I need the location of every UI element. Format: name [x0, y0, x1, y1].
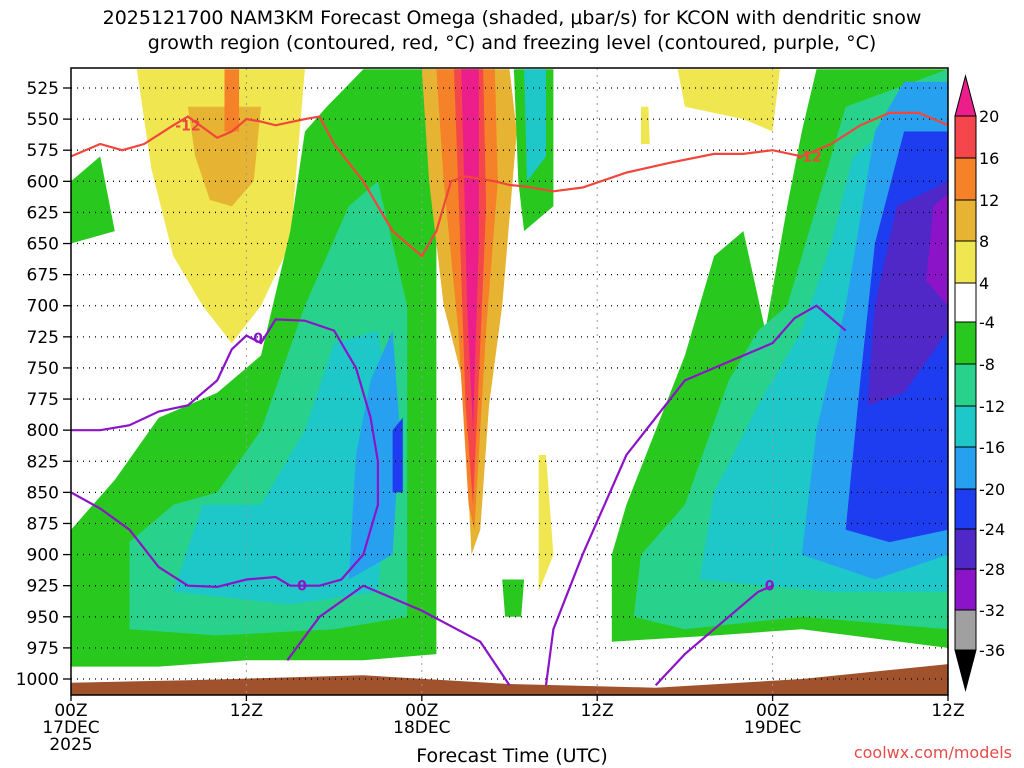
omega-region-negative-day2-max: [926, 193, 948, 306]
grid-lines: [71, 68, 948, 695]
colorbar-label-12: -32: [979, 601, 1005, 620]
y-tick-label-800: 800: [27, 421, 59, 441]
y-tick-label-1000: 1000: [16, 670, 59, 690]
x-tick-label-60-1: 12Z: [931, 701, 964, 721]
plot-border: [70, 67, 949, 696]
omega-region-positive-low-small: [538, 455, 554, 592]
x-tick-label-12-1: 12Z: [230, 701, 263, 721]
omega-region-negative-left-top: [71, 156, 115, 244]
x-tick-label-0-3: 2025: [49, 735, 92, 755]
omega-region-negative-low-small: [502, 579, 525, 617]
y-tick-label-600: 600: [27, 172, 59, 192]
omega-region-negative-day1-blue: [348, 330, 400, 580]
dgz-label-1: -12: [175, 118, 200, 134]
y-axis: 525 550 575 600 625 650 675 700 725 750 775 800 825 8…: [16, 79, 71, 690]
colorbar-label-13: -36: [979, 641, 1005, 660]
x-tick-label-36-1: 12Z: [581, 701, 614, 721]
credit-link[interactable]: coolwx.com/models: [853, 743, 1012, 762]
chart-title: 2025121700 NAM3KM Forecast Omega (shaded…: [0, 6, 1024, 56]
colorbar-label-0: 20: [979, 107, 999, 126]
y-tick-label-700: 700: [27, 297, 59, 317]
colorbar-segment-2: [954, 157, 977, 201]
colorbar-segment-5: [954, 282, 977, 323]
colorbar-segment-8: [954, 405, 977, 448]
y-tick-label-650: 650: [27, 235, 59, 255]
y-tick-label-750: 750: [27, 359, 59, 379]
y-tick-label-925: 925: [27, 577, 59, 597]
colorbar-segment-13: [954, 609, 977, 651]
colorbar-label-6: -8: [979, 355, 995, 374]
freezing-contour-0-day2-upper: [544, 304, 847, 686]
y-tick-label-575: 575: [27, 141, 59, 161]
colorbar-segment-9: [954, 446, 977, 490]
colorbar: 20 16 12 8 4 -4 -8 -12 -16 -20 -24 -28 -32 -36: [954, 74, 1005, 692]
omega-region-negative-day2-purple: [867, 181, 948, 406]
title-line-1: 2025121700 NAM3KM Forecast Omega (shaded…: [102, 7, 922, 29]
colorbar-label-7: -12: [979, 397, 1005, 416]
x-tick-label-48-1: 00Z: [756, 701, 789, 721]
dgz-contour-minus12: [70, 111, 949, 258]
y-tick-label-875: 875: [27, 514, 59, 534]
x-tick-label-0-2: 17DEC: [42, 718, 99, 738]
colorbar-top-arrow: [954, 74, 977, 117]
colorbar-label-5: -4: [979, 313, 995, 332]
omega-shaded-field: [71, 69, 948, 695]
omega-region-negative-column-cyan: [524, 69, 546, 182]
omega-region-negative-day1-deep: [392, 417, 403, 493]
x-tick-label-24-1: 00Z: [405, 701, 438, 721]
colorbar-label-9: -20: [979, 480, 1005, 499]
omega-region-positive-core-max: [461, 69, 479, 431]
y-tick-label-725: 725: [27, 328, 59, 348]
freezing-label-3: 0: [765, 579, 775, 595]
omega-region-positive-small: [641, 106, 650, 144]
freezing-label-2: 0: [297, 579, 307, 595]
colorbar-segment-7: [954, 363, 977, 407]
omega-region-positive-early-core: [187, 106, 261, 207]
x-tick-label-48-2: 19DEC: [744, 718, 801, 738]
y-tick-label-525: 525: [27, 79, 59, 99]
freezing-contour-0-lower: [286, 584, 511, 686]
colorbar-label-3: 8: [979, 232, 989, 251]
title-line-2: growth region (contoured, red, °C) and f…: [147, 32, 877, 54]
colorbar-label-8: -16: [979, 438, 1005, 457]
y-tick-label-950: 950: [27, 608, 59, 628]
y-tick-label-550: 550: [27, 110, 59, 130]
colorbar-segment-6: [954, 321, 977, 365]
terrain-ground: [71, 664, 948, 695]
y-tick-label-625: 625: [27, 203, 59, 223]
colorbar-label-1: 16: [979, 149, 999, 168]
colorbar-bottom-arrow: [954, 649, 977, 692]
colorbar-segment-1: [954, 115, 977, 159]
y-tick-label-900: 900: [27, 546, 59, 566]
colorbar-segment-4: [954, 240, 977, 284]
omega-region-positive-early: [136, 69, 305, 344]
omega-region-negative-day1-cyan: [173, 330, 393, 605]
colorbar-segment-12: [954, 568, 977, 611]
dgz-label-2: -12: [796, 149, 821, 165]
x-tick-label-0-1: 00Z: [54, 701, 87, 721]
colorbar-segment-11: [954, 528, 977, 570]
y-tick-label-675: 675: [27, 266, 59, 286]
plot-frame: [70, 67, 949, 696]
colorbar-segment-10: [954, 488, 977, 530]
y-tick-label-850: 850: [27, 483, 59, 503]
colorbar-label-11: -28: [979, 560, 1005, 579]
colorbar-label-10: -24: [979, 520, 1005, 539]
colorbar-label-4: 4: [979, 274, 989, 293]
y-tick-label-775: 775: [27, 390, 59, 410]
omega-region-positive-right-top: [677, 69, 780, 132]
freezing-label-1: 0: [253, 331, 263, 347]
contour-lines: -12 -12 0 0 0: [70, 111, 949, 686]
freezing-contour-0-day2: [654, 584, 774, 686]
x-tick-label-24-2: 18DEC: [393, 718, 450, 738]
colorbar-label-2: 12: [979, 191, 999, 210]
y-tick-label-975: 975: [27, 639, 59, 659]
colorbar-segment-3: [954, 199, 977, 242]
y-tick-label-825: 825: [27, 452, 59, 472]
x-axis-label: Forecast Time (UTC): [416, 745, 608, 767]
omega-region-positive-early-max: [224, 69, 240, 132]
freezing-contour-0: [70, 318, 379, 589]
